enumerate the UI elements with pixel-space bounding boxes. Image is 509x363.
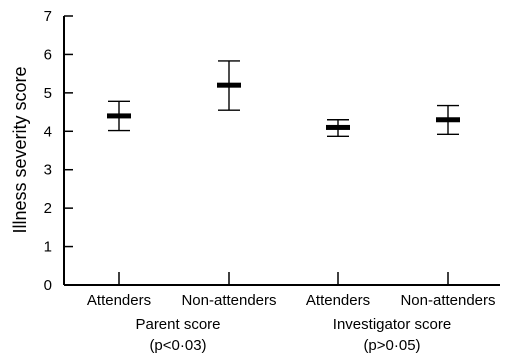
error-bar-4 (436, 104, 460, 136)
y-tick-label: 2 (44, 200, 52, 217)
category-label: Attenders (87, 292, 151, 309)
error-bar-3 (326, 119, 350, 137)
mean-marker (436, 117, 460, 123)
mean-marker (326, 124, 350, 130)
group-pvalue: (p>0·05) (363, 337, 420, 354)
error-bar-1 (107, 100, 131, 132)
error-bars (107, 60, 460, 137)
category-label: Non-attenders (181, 292, 276, 309)
y-tick-label: 1 (44, 239, 52, 256)
y-tick-label: 6 (44, 46, 52, 63)
mean-marker (107, 113, 131, 119)
mean-marker (217, 82, 241, 88)
y-tick-label: 0 (44, 277, 52, 294)
error-bar-2 (217, 60, 241, 111)
category-label: Non-attenders (400, 292, 495, 309)
y-tick-label: 3 (44, 162, 52, 179)
y-axis-title: Illness severity score (10, 66, 30, 233)
group-label: Parent score (135, 316, 220, 333)
labels: 0 1 2 3 4 5 6 7 Attenders Non-attenders Attenders N… (44, 8, 496, 354)
group-pvalue: (p<0·03) (149, 337, 206, 354)
y-tick-label: 4 (44, 123, 52, 140)
y-tick-label: 7 (44, 8, 52, 25)
category-label: Attenders (306, 292, 370, 309)
y-tick-label: 5 (44, 85, 52, 102)
axes (63, 15, 500, 286)
group-label: Investigator score (333, 316, 451, 333)
